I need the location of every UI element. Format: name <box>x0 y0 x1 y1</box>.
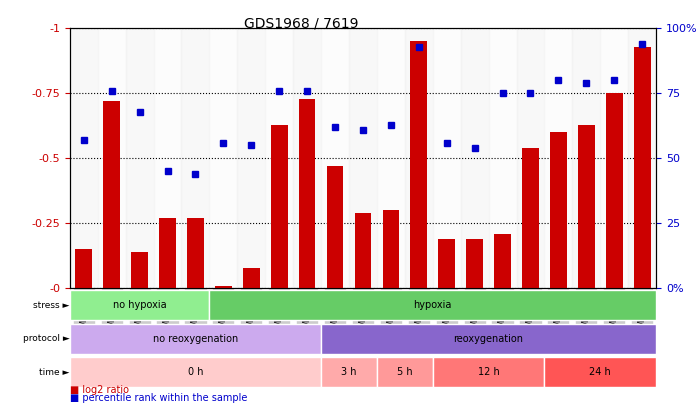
Bar <box>271 125 288 288</box>
Text: reoxygenation: reoxygenation <box>454 334 524 343</box>
Text: GDS1968 / 7619: GDS1968 / 7619 <box>244 16 359 30</box>
Bar <box>215 286 232 288</box>
Bar <box>103 101 120 288</box>
Bar <box>433 28 461 288</box>
Bar <box>293 28 321 288</box>
Text: 5 h: 5 h <box>397 367 413 377</box>
Bar <box>466 239 483 288</box>
Text: hypoxia: hypoxia <box>414 300 452 310</box>
FancyBboxPatch shape <box>209 290 656 320</box>
Text: 0 h: 0 h <box>188 367 203 377</box>
Bar <box>410 41 427 288</box>
FancyBboxPatch shape <box>321 324 656 354</box>
Bar <box>75 249 92 288</box>
Bar <box>572 28 600 288</box>
Text: no hypoxia: no hypoxia <box>113 300 166 310</box>
Bar <box>131 252 148 288</box>
Bar <box>349 28 377 288</box>
Bar <box>159 218 176 288</box>
Text: ■ log2 ratio: ■ log2 ratio <box>70 385 129 395</box>
Bar <box>187 218 204 288</box>
Bar <box>181 28 209 288</box>
FancyBboxPatch shape <box>433 357 544 387</box>
Bar <box>489 28 517 288</box>
Bar <box>265 28 293 288</box>
Bar <box>578 125 595 288</box>
Text: time ►: time ► <box>39 368 70 377</box>
Text: stress ►: stress ► <box>34 301 70 310</box>
Bar <box>438 239 455 288</box>
Bar <box>461 28 489 288</box>
Bar <box>237 28 265 288</box>
FancyBboxPatch shape <box>377 357 433 387</box>
Text: protocol ►: protocol ► <box>23 334 70 343</box>
Bar <box>522 148 539 288</box>
Bar <box>327 166 343 288</box>
Bar <box>243 268 260 288</box>
FancyBboxPatch shape <box>70 357 321 387</box>
Bar <box>383 211 399 288</box>
Bar <box>494 234 511 288</box>
Bar <box>209 28 237 288</box>
Bar <box>634 47 651 288</box>
Bar <box>405 28 433 288</box>
Bar <box>377 28 405 288</box>
Bar <box>126 28 154 288</box>
Text: 12 h: 12 h <box>477 367 500 377</box>
Text: 3 h: 3 h <box>341 367 357 377</box>
FancyBboxPatch shape <box>70 324 321 354</box>
Bar <box>321 28 349 288</box>
Text: no reoxygenation: no reoxygenation <box>153 334 238 343</box>
Text: 24 h: 24 h <box>589 367 611 377</box>
FancyBboxPatch shape <box>544 357 656 387</box>
Bar <box>355 213 371 288</box>
Text: ■ percentile rank within the sample: ■ percentile rank within the sample <box>70 393 247 403</box>
FancyBboxPatch shape <box>321 357 377 387</box>
Bar <box>517 28 544 288</box>
Bar <box>628 28 656 288</box>
Bar <box>70 28 98 288</box>
Bar <box>600 28 628 288</box>
FancyBboxPatch shape <box>70 290 209 320</box>
Bar <box>550 132 567 288</box>
Bar <box>98 28 126 288</box>
Bar <box>606 94 623 288</box>
Bar <box>154 28 181 288</box>
Bar <box>544 28 572 288</box>
Bar <box>299 98 315 288</box>
